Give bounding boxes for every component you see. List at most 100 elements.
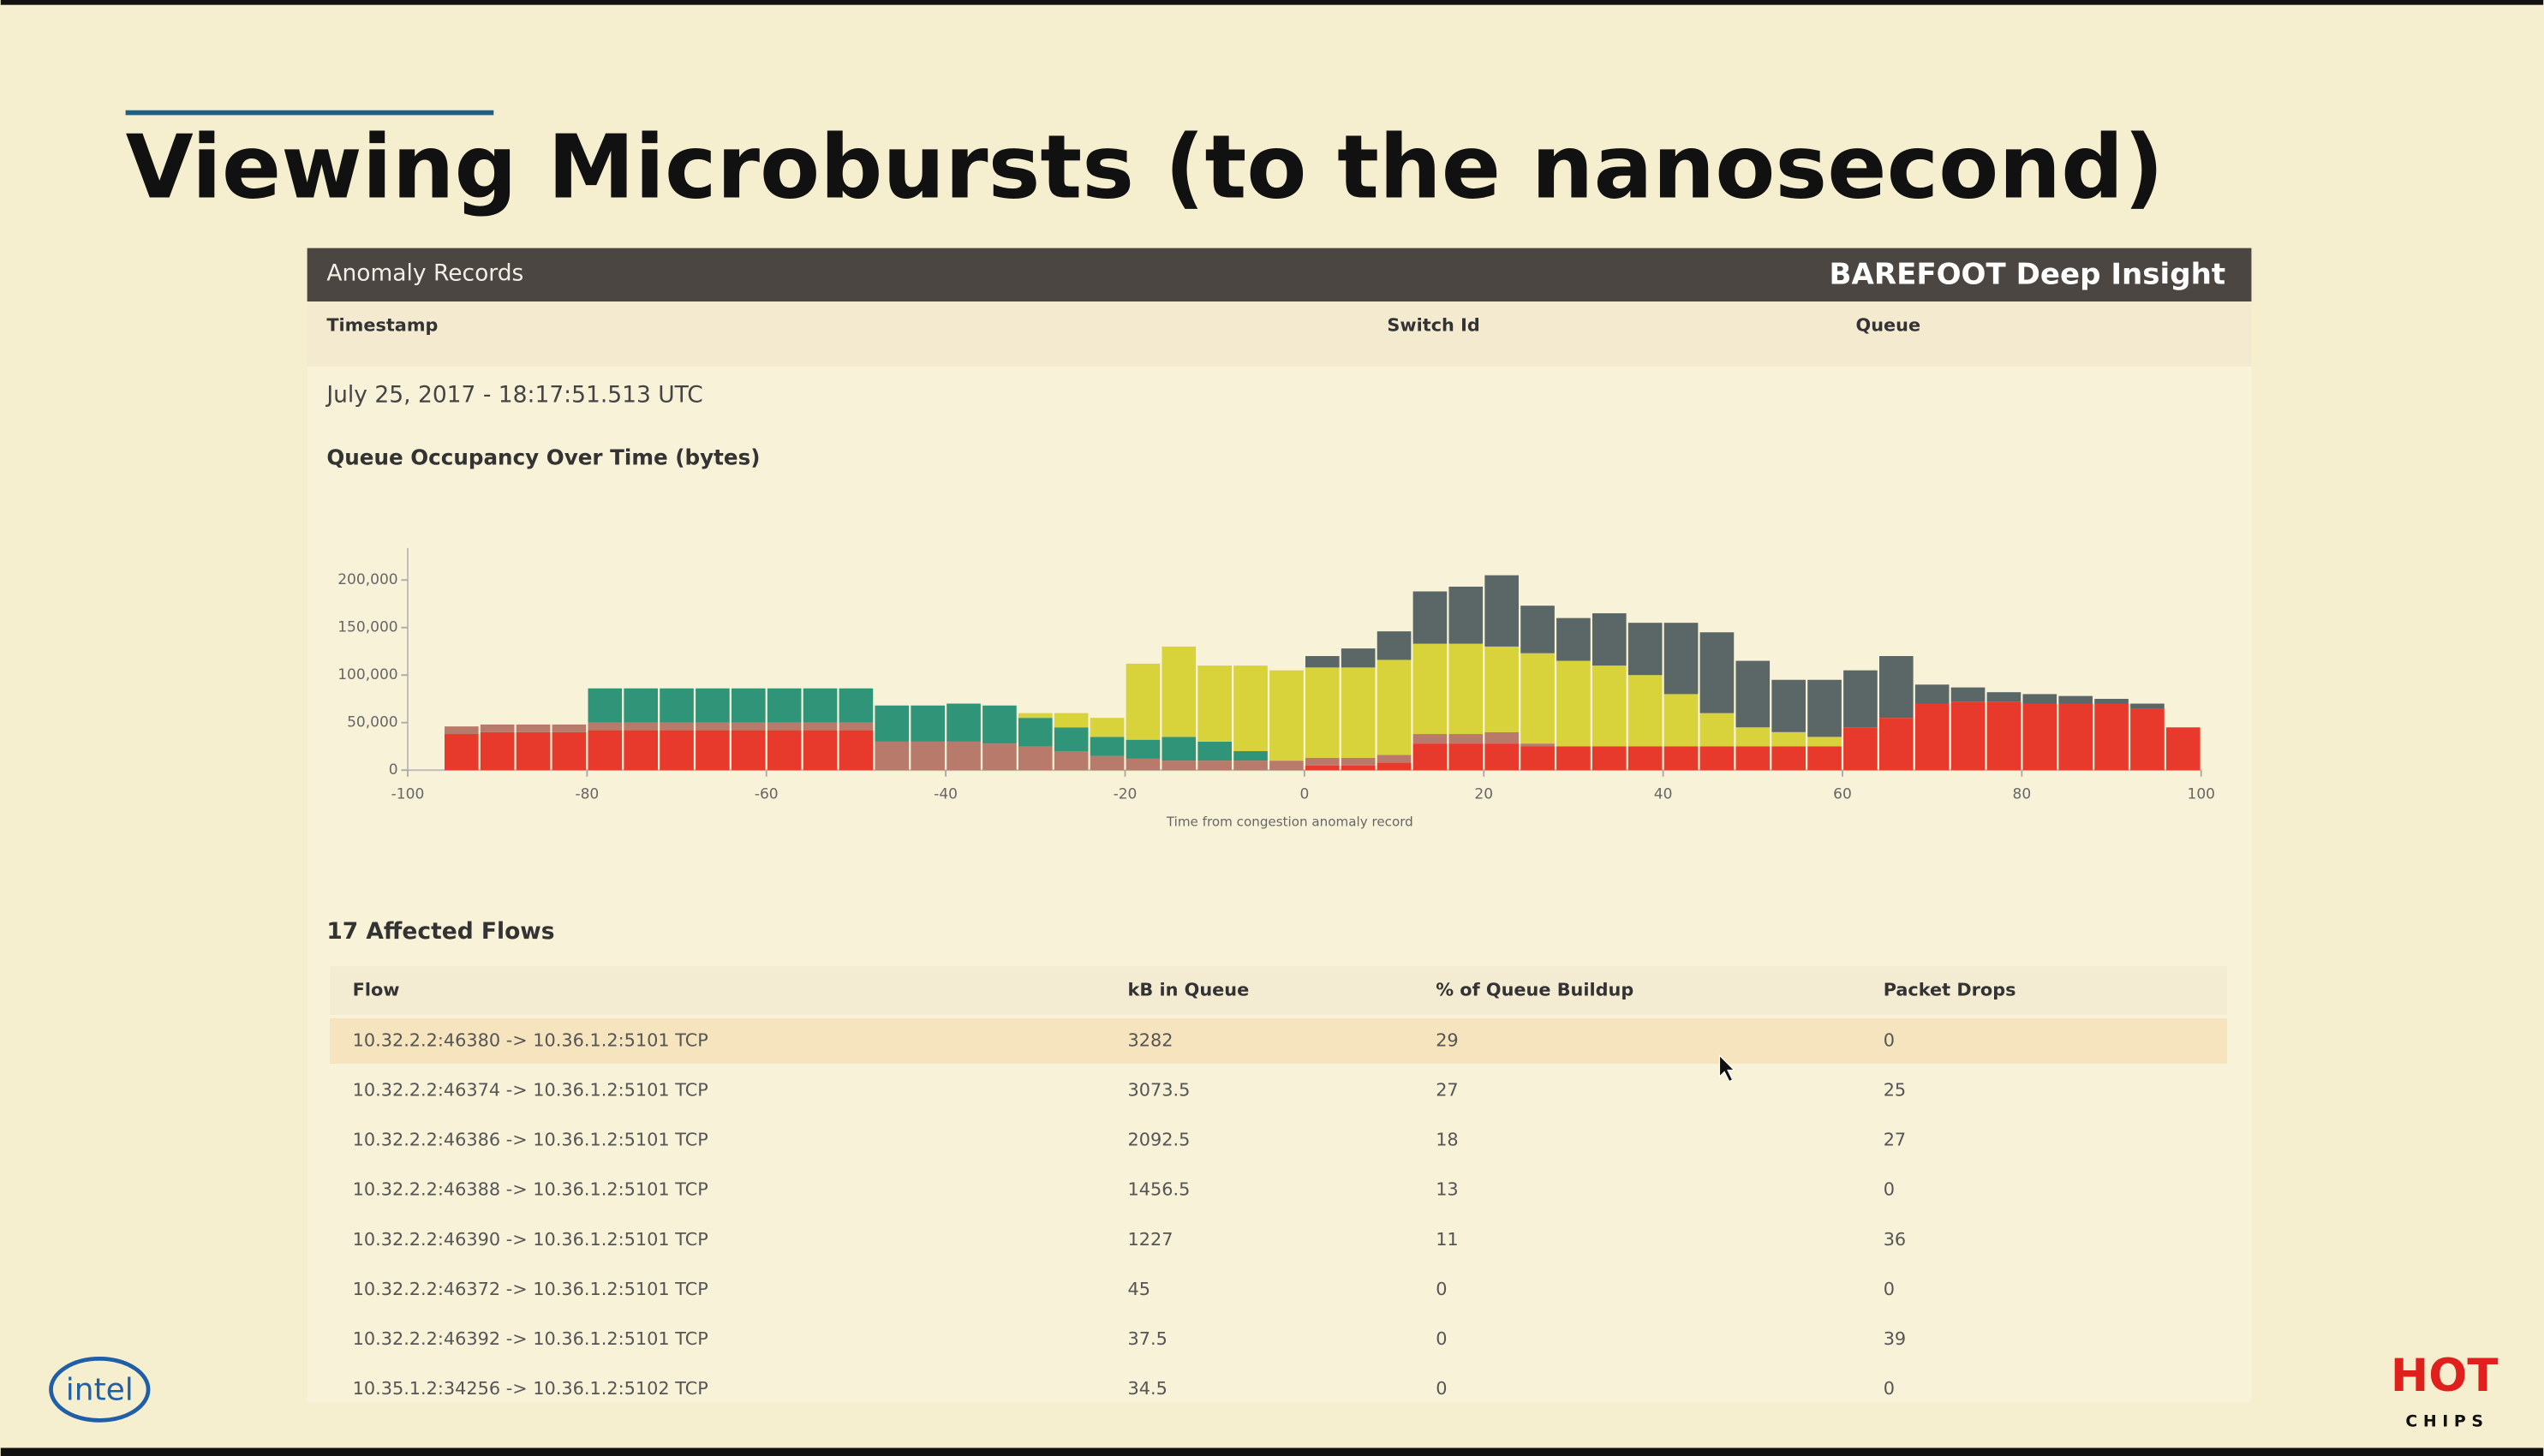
bar-segment <box>839 688 874 723</box>
bar-segment <box>1412 743 1448 771</box>
table-cell: 3073.5 <box>1128 1079 1191 1100</box>
bar-segment <box>1018 713 1053 719</box>
chips-text: C H I P S <box>2405 1412 2483 1431</box>
bar-segment <box>588 730 623 771</box>
table-cell: 0 <box>1436 1279 1447 1299</box>
bar-segment <box>1448 586 1484 644</box>
bar-segment <box>1126 758 1161 771</box>
bar-segment <box>2022 703 2057 771</box>
y-tick-label: 100,000 <box>337 666 397 683</box>
table-header-cell: Flow <box>353 980 400 1000</box>
table-cell: 0 <box>1436 1378 1447 1399</box>
bar-segment <box>552 731 587 771</box>
table-cell: 3282 <box>1128 1029 1173 1050</box>
hot-text: HOT <box>2391 1350 2499 1402</box>
bar-segment <box>1699 632 1735 713</box>
bar-segment <box>1305 656 1340 668</box>
bar-segment <box>1162 761 1197 771</box>
column-header: Switch Id <box>1387 315 1479 336</box>
table-cell: 10.32.2.2:46392 -> 10.36.1.2:5101 TCP <box>353 1328 708 1349</box>
bar-segment <box>875 741 910 771</box>
x-tick-label: -80 <box>575 786 599 803</box>
bar-segment <box>839 730 874 771</box>
bar-segment <box>1663 623 1699 695</box>
bar-segment <box>1448 734 1484 744</box>
table-cell: 1227 <box>1128 1229 1173 1250</box>
bar-segment <box>1663 694 1699 747</box>
x-tick-label: 80 <box>2013 786 2032 803</box>
bar-segment <box>1484 731 1519 744</box>
table-cell: 0 <box>1436 1328 1447 1349</box>
table-cell: 39 <box>1884 1328 1906 1349</box>
bar-segment <box>911 741 945 771</box>
bar-segment <box>1484 743 1519 771</box>
y-tick-label: 200,000 <box>337 571 397 588</box>
slide-title: Viewing Microbursts (to the nanosecond) <box>126 116 2164 218</box>
bar-segment <box>1377 755 1412 763</box>
bar-segment <box>1771 679 1806 732</box>
intel-logo: intel <box>49 1357 151 1423</box>
table-cell: 1456.5 <box>1128 1179 1191 1200</box>
bar-segment <box>696 688 730 723</box>
bar-segment <box>1663 746 1699 771</box>
x-tick-label: -40 <box>934 786 958 803</box>
bar-segment <box>624 730 658 771</box>
bar-segment <box>2022 694 2057 704</box>
bar-segment <box>516 724 551 732</box>
bar-segment <box>1592 665 1627 747</box>
table-header-cell: kB in Queue <box>1128 980 1250 1000</box>
bar-segment <box>1448 643 1484 735</box>
x-tick-label: 60 <box>1833 786 1852 803</box>
bar-segment <box>803 722 838 731</box>
bar-segment <box>1879 656 1914 719</box>
bar-segment <box>1950 701 1986 771</box>
bar-segment <box>911 705 945 742</box>
bar-segment <box>1269 761 1304 771</box>
bar-segment <box>2130 708 2165 771</box>
bar-segment <box>1879 718 1914 771</box>
bar-segment <box>731 722 766 731</box>
column-header-row <box>307 301 2252 367</box>
bar-segment <box>2058 695 2093 704</box>
x-tick-label: 0 <box>1299 786 1309 803</box>
bar-segment <box>1807 679 1842 737</box>
bar-segment <box>624 688 658 723</box>
panel-header <box>307 248 2252 302</box>
bar-segment <box>1735 746 1771 771</box>
bar-segment <box>1054 751 1089 771</box>
bar-segment <box>1090 755 1125 771</box>
x-tick-label: 20 <box>1474 786 1493 803</box>
bar-segment <box>1341 765 1376 771</box>
bar-segment <box>1197 665 1232 742</box>
chart-title: Queue Occupancy Over Time (bytes) <box>326 445 760 470</box>
table-cell: 45 <box>1128 1279 1150 1299</box>
bar-segment <box>1986 701 2021 771</box>
table-header-cell: % of Queue Buildup <box>1436 980 1633 1000</box>
bar-segment <box>1126 663 1161 740</box>
bar-segment <box>444 726 479 735</box>
bar-segment <box>516 731 551 771</box>
table-cell: 29 <box>1436 1029 1458 1050</box>
bottom-border <box>0 1447 2544 1456</box>
x-tick-label: -60 <box>755 786 779 803</box>
table-cell: 0 <box>1884 1279 1895 1299</box>
table-cell: 10.32.2.2:46374 -> 10.36.1.2:5101 TCP <box>353 1079 708 1100</box>
bar-segment <box>1735 727 1771 747</box>
bar-segment <box>1090 737 1125 756</box>
bar-segment <box>1520 653 1555 744</box>
y-tick-label: 0 <box>389 761 398 779</box>
bar-segment <box>1126 739 1161 759</box>
bar-segment <box>1054 727 1089 752</box>
table-cell: 0 <box>1884 1179 1895 1200</box>
bar-segment <box>444 734 479 771</box>
bar-segment <box>1520 743 1555 747</box>
bar-segment <box>767 688 802 723</box>
bar-segment <box>1843 727 1878 771</box>
table-cell: 34.5 <box>1128 1378 1167 1399</box>
bar-segment <box>1377 659 1412 755</box>
bar-segment <box>1377 631 1412 660</box>
bar-segment <box>1771 746 1806 771</box>
bar-segment <box>982 705 1017 744</box>
table-cell: 10.32.2.2:46390 -> 10.36.1.2:5101 TCP <box>353 1229 708 1250</box>
